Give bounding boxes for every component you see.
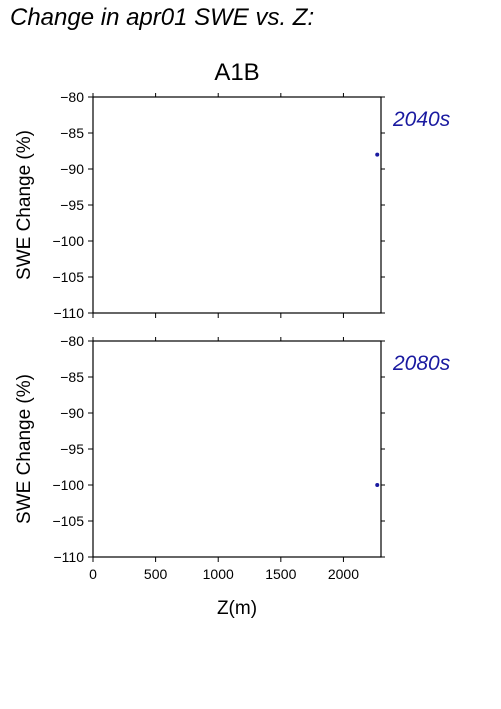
x-tick-label: 2000 [328,566,359,582]
x-tick-label: 0 [89,566,97,582]
period-label: 2040s [392,108,451,131]
y-tick-label: −100 [52,477,84,493]
y-tick-label: −100 [52,233,84,249]
y-tick-label: −80 [60,89,84,105]
y-tick-label: −85 [60,125,84,141]
y-tick-label: −85 [60,369,84,385]
data-point [375,152,380,157]
panel-title: A1B [214,59,259,86]
plot-frame [92,340,382,558]
y-tick-label: −90 [60,161,84,177]
x-tick-label: 1500 [265,566,296,582]
y-tick-label: −80 [60,333,84,349]
period-label: 2080s [392,352,451,375]
y-tick-label: −105 [52,513,84,529]
page-title: Change in apr01 SWE vs. Z: [10,4,315,31]
x-tick-label: 500 [144,566,168,582]
y-axis-title: SWE Change (%) [14,374,35,524]
x-tick-label: 1000 [203,566,234,582]
data-point [375,483,380,487]
y-tick-label: −110 [54,305,85,321]
y-tick-label: −95 [60,441,84,457]
plot-frame [92,96,382,314]
y-tick-label: −110 [54,549,85,565]
y-tick-label: −90 [60,405,84,421]
y-axis-title: SWE Change (%) [14,130,35,280]
y-tick-label: −95 [60,197,84,213]
x-axis-title: Z(m) [217,598,257,619]
y-tick-label: −105 [52,269,84,285]
